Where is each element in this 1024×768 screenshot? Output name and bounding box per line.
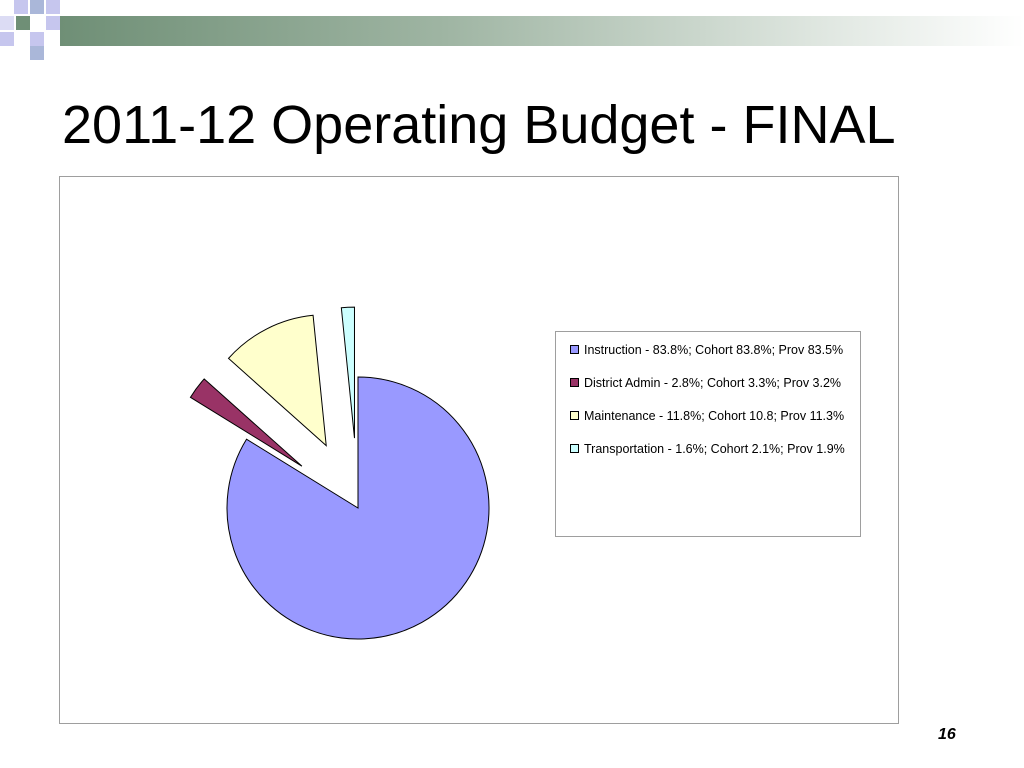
decor-square <box>46 0 60 14</box>
decor-square <box>0 32 14 46</box>
legend-label: Transportation - 1.6%; Cohort 2.1%; Prov… <box>584 442 845 456</box>
legend-item: District Admin - 2.8%; Cohort 3.3%; Prov… <box>570 375 850 392</box>
chart-area: Instruction - 83.8%; Cohort 83.8%; Prov … <box>59 176 899 724</box>
pie-slice <box>340 306 355 439</box>
page-number: 16 <box>938 726 956 743</box>
legend-item: Instruction - 83.8%; Cohort 83.8%; Prov … <box>570 342 850 359</box>
legend-item: Maintenance - 11.8%; Cohort 10.8; Prov 1… <box>570 408 850 425</box>
chart-legend: Instruction - 83.8%; Cohort 83.8%; Prov … <box>555 331 861 537</box>
legend-swatch <box>570 378 579 387</box>
decor-square <box>30 46 44 60</box>
page-title: 2011-12 Operating Budget - FINAL <box>62 95 896 155</box>
header-decoration <box>0 0 1024 62</box>
decor-square <box>0 16 14 30</box>
decor-square <box>30 0 44 14</box>
legend-label: District Admin - 2.8%; Cohort 3.3%; Prov… <box>584 376 842 390</box>
decor-square <box>46 16 60 30</box>
title-gradient-bar <box>60 16 1024 46</box>
pie-slice <box>226 376 490 640</box>
legend-swatch <box>570 411 579 420</box>
legend-item: Transportation - 1.6%; Cohort 2.1%; Prov… <box>570 441 850 458</box>
legend-swatch <box>570 345 579 354</box>
legend-label: Instruction - 83.8%; Cohort 83.8%; Prov … <box>584 343 844 357</box>
legend-label: Maintenance - 11.8%; Cohort 10.8; Prov 1… <box>584 409 845 423</box>
pie-slice <box>189 378 303 467</box>
pie-chart <box>189 306 490 640</box>
decor-square <box>16 16 30 30</box>
legend-swatch <box>570 444 579 453</box>
decor-square <box>30 32 44 46</box>
decor-square <box>14 0 28 14</box>
pie-slice <box>227 314 327 447</box>
